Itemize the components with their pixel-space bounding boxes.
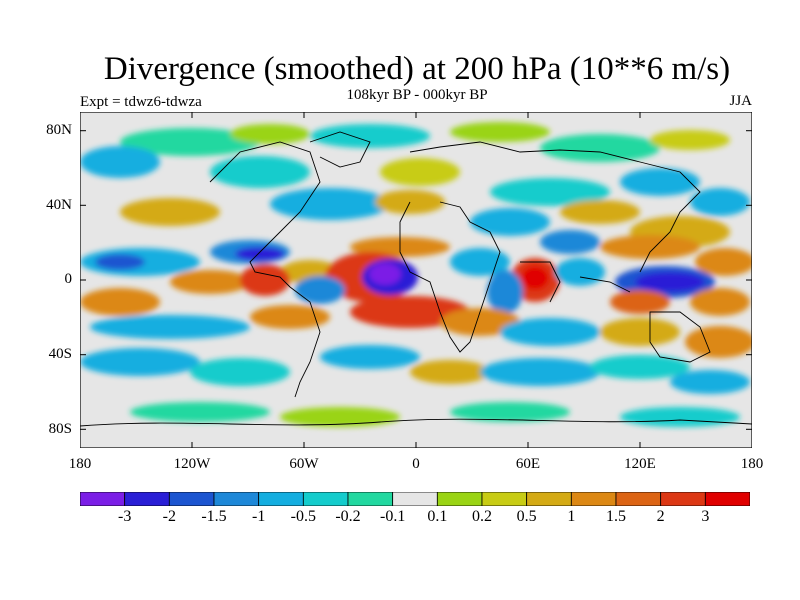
lat-tick-label: 0: [64, 271, 73, 287]
plot-title: Divergence (smoothed) at 200 hPa (10**6 …: [103, 51, 731, 87]
colorbar-label: 1.5: [606, 508, 626, 525]
colorbar-swatch: [615, 492, 662, 506]
lat-tick-label: 40N: [46, 197, 72, 213]
colorbar-label: 1: [567, 508, 576, 525]
colorbar: [80, 492, 750, 506]
colorbar-label: -2: [162, 508, 176, 525]
lat-tick-label: 80S: [48, 421, 72, 437]
colorbar-swatch: [258, 492, 304, 506]
colorbar-swatch: [124, 492, 170, 506]
colorbar-swatch: [392, 492, 438, 506]
season-label: JJA: [729, 93, 752, 109]
colorbar-label: 0.2: [472, 508, 492, 525]
colorbar-label: -1: [251, 508, 266, 525]
colorbar-swatch: [481, 492, 528, 506]
colorbar-swatch: [526, 492, 572, 506]
colorbar-swatch: [660, 492, 706, 506]
lon-tick-label: 120W: [173, 456, 211, 472]
colorbar-swatch: [347, 492, 394, 506]
colorbar-label: 2: [656, 508, 665, 525]
colorbar-label: -3: [117, 508, 132, 525]
colorbar-swatch: [168, 492, 215, 506]
lat-tick-label: 40S: [48, 346, 72, 362]
colorbar-label: 3: [701, 508, 710, 525]
lon-tick-label: 120E: [624, 456, 656, 472]
colorbar-label: 0.5: [516, 508, 537, 525]
period-label: 108kyr BP - 000kyr BP: [346, 87, 488, 103]
lat-tick-label: 80N: [46, 122, 72, 138]
lon-tick-label: 60E: [515, 456, 541, 472]
lon-tick-label: 180: [68, 456, 92, 472]
lon-tick-label: 60W: [289, 456, 319, 472]
colorbar-swatch: [570, 492, 617, 506]
colorbar-swatch: [302, 492, 349, 506]
colorbar-label: -0.1: [379, 508, 406, 525]
experiment-label: Expt = tdwz6-tdwza: [80, 94, 202, 110]
colorbar-swatch: [80, 492, 126, 506]
colorbar-label: -0.5: [290, 508, 316, 525]
colorbar-label: 0.1: [427, 508, 448, 525]
colorbar-swatch: [436, 492, 483, 506]
colorbar-swatch: [704, 492, 750, 506]
colorbar-swatch: [213, 492, 260, 506]
divergence-map: [80, 112, 752, 448]
colorbar-label: -1.5: [201, 508, 227, 525]
lon-tick-label: 180: [740, 456, 764, 472]
lon-tick-label: 0: [412, 456, 420, 472]
colorbar-label: -0.2: [335, 508, 361, 525]
